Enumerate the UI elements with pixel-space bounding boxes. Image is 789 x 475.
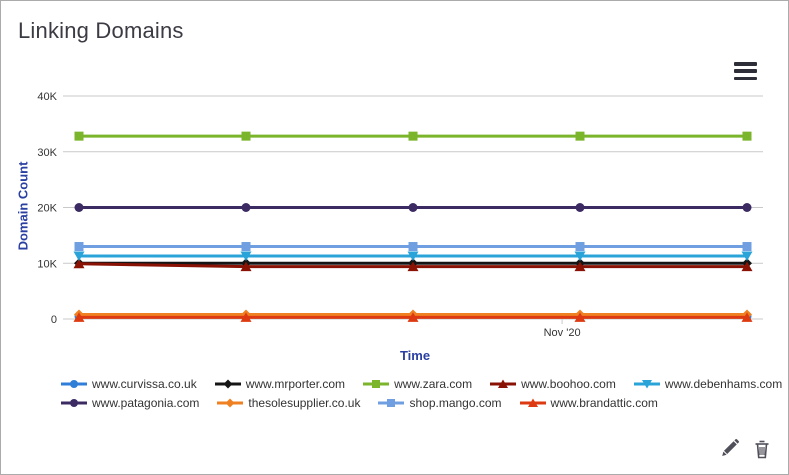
square-marker bbox=[74, 131, 84, 141]
y-tick-label: 30K bbox=[37, 147, 57, 159]
triangle-marker bbox=[741, 261, 753, 272]
legend-item-www-patagonia-com[interactable]: www.patagonia.com bbox=[61, 396, 199, 410]
circle-marker bbox=[408, 203, 418, 212]
circle-legend-icon bbox=[61, 380, 87, 388]
y-tick-label: 10K bbox=[37, 258, 57, 270]
square-marker bbox=[742, 131, 752, 141]
square-marker bbox=[575, 242, 585, 252]
chart-context-menu-button[interactable] bbox=[734, 62, 757, 80]
triangle-down-marker bbox=[407, 251, 419, 262]
triangle-marker bbox=[574, 312, 586, 322]
diamond-legend-icon bbox=[214, 379, 241, 389]
hamburger-icon bbox=[734, 62, 757, 66]
triangle-legend-icon bbox=[490, 379, 517, 388]
y-tick-label: 40K bbox=[37, 91, 57, 103]
triangle-down-marker bbox=[741, 251, 753, 262]
chart-legend: www.curvissa.co.uk www.mrporter.com www.za… bbox=[61, 377, 782, 410]
square-marker bbox=[241, 131, 251, 141]
triangle-marker bbox=[73, 258, 85, 269]
hamburger-icon bbox=[734, 76, 757, 80]
x-axis-title: Time bbox=[399, 348, 431, 363]
square-marker bbox=[575, 131, 585, 141]
legend-item-label: www.patagonia.com bbox=[92, 396, 200, 410]
legend-item-thesolesupplier-co-uk[interactable]: thesolesupplier.co.uk bbox=[217, 396, 360, 410]
edit-button[interactable] bbox=[720, 438, 740, 460]
trash-icon bbox=[755, 440, 769, 459]
triangle-down-legend-icon bbox=[633, 380, 660, 389]
square-marker bbox=[408, 131, 418, 141]
page-title: Linking Domains bbox=[18, 18, 184, 43]
legend-item-www-debenhams-com[interactable]: www.debenhams.com bbox=[633, 377, 783, 391]
pencil-icon bbox=[722, 439, 739, 456]
legend-item-www-mrporter-com[interactable]: www.mrporter.com bbox=[214, 377, 346, 391]
triangle-down-marker bbox=[240, 251, 252, 262]
legend-item-label: www.brandattic.com bbox=[550, 396, 658, 410]
triangle-marker bbox=[240, 312, 252, 322]
legend-item-www-zara-com[interactable]: www.zara.com bbox=[363, 377, 472, 391]
y-tick-label: 20K bbox=[37, 203, 57, 215]
legend-item-label: thesolesupplier.co.uk bbox=[248, 396, 361, 410]
legend-item-www-boohoo-com[interactable]: www.boohoo.com bbox=[490, 377, 616, 391]
triangle-marker bbox=[407, 261, 419, 272]
hamburger-icon bbox=[734, 69, 757, 73]
circle-marker bbox=[74, 203, 84, 212]
square-legend-icon bbox=[363, 380, 390, 388]
triangle-marker bbox=[240, 261, 252, 272]
triangle-marker bbox=[407, 312, 419, 322]
square-marker bbox=[408, 242, 418, 252]
legend-row: www.patagonia.com thesolesupplier.co.uk sh… bbox=[61, 396, 761, 410]
line-chart: 0 10K 20K 30K 40K Nov '20 bbox=[1, 56, 788, 356]
square-marker bbox=[241, 242, 251, 252]
circle-marker bbox=[575, 203, 585, 212]
legend-item-label: www.mrporter.com bbox=[245, 377, 346, 391]
triangle-down-marker bbox=[73, 251, 85, 262]
chart-plot-area: 0 10K 20K 30K 40K Nov '20 bbox=[37, 91, 763, 339]
square-marker bbox=[74, 242, 84, 252]
triangle-marker bbox=[73, 312, 85, 322]
x-tick-label: Nov '20 bbox=[544, 327, 581, 339]
legend-row: www.curvissa.co.uk www.mrporter.com www.za… bbox=[61, 377, 782, 391]
legend-item-www-brandattic-com[interactable]: www.brandattic.com bbox=[519, 396, 658, 410]
circle-marker bbox=[241, 203, 251, 212]
triangle-marker bbox=[741, 312, 753, 322]
triangle-marker bbox=[574, 261, 586, 272]
triangle-down-marker bbox=[574, 251, 586, 262]
legend-item-label: shop.mango.com bbox=[409, 396, 502, 410]
legend-item-shop-mango-com[interactable]: shop.mango.com bbox=[378, 396, 502, 410]
legend-item-label: www.debenhams.com bbox=[664, 377, 783, 391]
diamond-legend-icon bbox=[217, 398, 244, 408]
delete-button[interactable] bbox=[752, 438, 772, 460]
circle-marker bbox=[742, 203, 752, 212]
legend-item-label: www.boohoo.com bbox=[521, 377, 616, 391]
triangle-legend-icon bbox=[519, 398, 546, 407]
legend-item-label: www.curvissa.co.uk bbox=[92, 377, 197, 391]
widget-actions bbox=[720, 438, 772, 460]
square-marker bbox=[742, 242, 752, 252]
legend-item-www-curvissa-co-uk[interactable]: www.curvissa.co.uk bbox=[61, 377, 197, 391]
y-tick-label: 0 bbox=[51, 314, 57, 326]
legend-item-label: www.zara.com bbox=[394, 377, 473, 391]
y-axis-title: Domain Count bbox=[15, 161, 31, 251]
square-legend-icon bbox=[378, 399, 405, 407]
circle-legend-icon bbox=[61, 399, 87, 407]
